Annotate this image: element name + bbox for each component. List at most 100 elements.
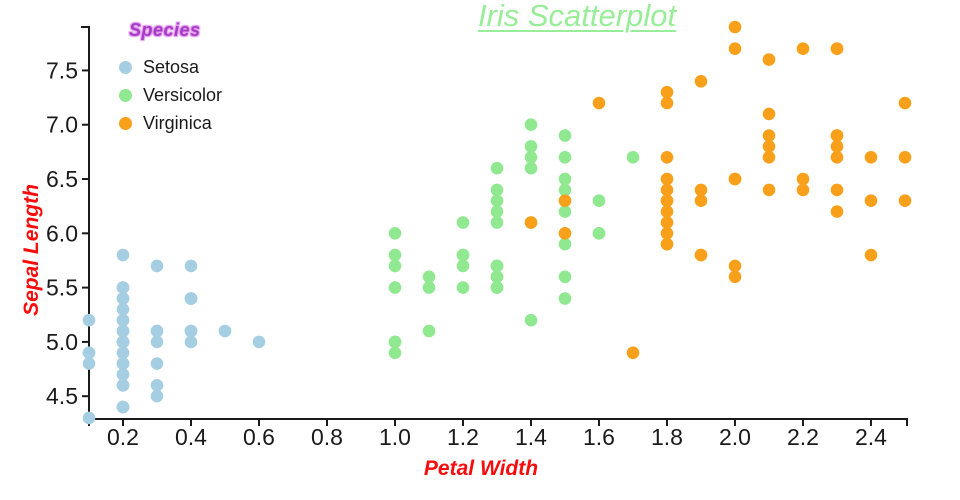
- data-point-versicolor: [592, 194, 606, 207]
- data-point-virginica: [830, 129, 844, 142]
- data-point-setosa: [116, 346, 130, 360]
- data-point-setosa: [116, 368, 130, 381]
- data-point-setosa: [116, 400, 130, 414]
- data-point-versicolor: [558, 183, 572, 197]
- data-point-virginica: [694, 183, 708, 197]
- data-point-setosa: [252, 335, 266, 349]
- y-tick-label: 7.0: [46, 112, 78, 138]
- data-point-versicolor: [524, 161, 538, 175]
- data-point-virginica: [830, 205, 844, 218]
- data-point-versicolor: [558, 292, 572, 305]
- data-point-virginica: [660, 216, 674, 229]
- legend: Species Setosa Versicolor Virginica: [119, 20, 222, 137]
- x-tick-label: 0.8: [311, 424, 343, 450]
- x-tick-label: 1.0: [379, 424, 411, 450]
- data-point-virginica: [524, 216, 538, 229]
- data-point-versicolor: [490, 259, 504, 273]
- y-tick-label: 4.5: [46, 383, 78, 409]
- data-point-virginica: [864, 248, 878, 262]
- x-tick-label: 2.0: [719, 424, 751, 450]
- data-point-versicolor: [388, 335, 402, 349]
- data-point-virginica: [728, 270, 742, 284]
- data-point-versicolor: [388, 346, 402, 360]
- data-point-virginica: [592, 96, 606, 110]
- data-point-setosa: [116, 303, 130, 316]
- data-point-setosa: [116, 335, 130, 349]
- y-tick-label: 6.0: [46, 220, 78, 246]
- data-point-setosa: [116, 379, 130, 392]
- data-point-versicolor: [456, 281, 470, 294]
- data-point-virginica: [694, 248, 708, 262]
- data-point-setosa: [150, 357, 164, 370]
- data-point-versicolor: [456, 259, 470, 273]
- data-point-versicolor: [422, 281, 436, 294]
- data-point-setosa: [116, 248, 130, 262]
- legend-item-versicolor: Versicolor: [119, 81, 222, 109]
- legend-item-virginica: Virginica: [119, 109, 222, 137]
- data-point-virginica: [864, 194, 878, 207]
- data-point-virginica: [898, 151, 912, 164]
- data-point-virginica: [762, 129, 776, 142]
- x-tick-label: 1.2: [447, 424, 479, 450]
- data-point-versicolor: [422, 324, 436, 338]
- data-point-setosa: [184, 324, 198, 338]
- data-point-virginica: [796, 42, 810, 55]
- data-point-versicolor: [490, 161, 504, 175]
- data-point-virginica: [728, 259, 742, 273]
- data-point-virginica: [796, 172, 810, 186]
- data-point-versicolor: [524, 151, 538, 164]
- x-tick-label: 1.6: [583, 424, 615, 450]
- data-point-virginica: [762, 151, 776, 164]
- axes: [81, 26, 908, 426]
- x-tick-label: 1.8: [651, 424, 683, 450]
- data-point-virginica: [694, 75, 708, 88]
- data-point-versicolor: [490, 281, 504, 294]
- data-point-virginica: [728, 42, 742, 55]
- data-point-virginica: [660, 85, 674, 99]
- data-point-virginica: [660, 151, 674, 164]
- legend-item-setosa: Setosa: [119, 53, 222, 81]
- data-point-setosa: [116, 357, 130, 370]
- data-point-virginica: [660, 205, 674, 218]
- data-point-versicolor: [490, 216, 504, 229]
- data-point-setosa: [150, 379, 164, 392]
- data-point-setosa: [150, 389, 164, 403]
- data-point-virginica: [898, 194, 912, 207]
- scatter-points: [82, 20, 912, 425]
- y-tick-label: 5.5: [46, 275, 78, 301]
- y-tick-label: 6.5: [46, 166, 78, 192]
- data-point-versicolor: [558, 172, 572, 186]
- data-point-virginica: [558, 227, 572, 240]
- data-point-versicolor: [456, 248, 470, 262]
- data-point-virginica: [660, 194, 674, 207]
- data-point-setosa: [150, 335, 164, 349]
- x-tick-label: 0.4: [175, 424, 207, 450]
- data-point-virginica: [762, 107, 776, 121]
- data-point-virginica: [830, 183, 844, 197]
- axis-tick-labels: 0.2 0.4 0.6 0.8 1.0 1.2 1.4 1.6 1.8 2.0 2.2 2.4 4.5 5…: [46, 57, 887, 450]
- data-point-virginica: [660, 183, 674, 197]
- data-point-setosa: [184, 335, 198, 349]
- data-point-versicolor: [558, 205, 572, 218]
- data-point-versicolor: [524, 140, 538, 153]
- virginica-swatch-icon: [119, 116, 132, 130]
- data-point-versicolor: [524, 118, 538, 131]
- data-point-versicolor: [558, 237, 572, 251]
- data-point-virginica: [626, 346, 640, 360]
- chart-title: Iris Scatterplot: [477, 0, 677, 33]
- data-point-versicolor: [592, 227, 606, 240]
- x-tick-label: 0.2: [107, 424, 139, 450]
- data-point-setosa: [218, 324, 232, 338]
- axis-ticks: [82, 69, 872, 426]
- data-point-virginica: [762, 140, 776, 153]
- data-point-versicolor: [388, 281, 402, 294]
- data-point-setosa: [82, 346, 96, 360]
- x-tick-label: 2.4: [855, 424, 887, 450]
- data-point-setosa: [82, 313, 96, 327]
- x-tick-label: 1.4: [515, 424, 547, 450]
- data-point-versicolor: [558, 270, 572, 284]
- data-point-virginica: [728, 20, 742, 34]
- data-point-versicolor: [422, 270, 436, 284]
- data-point-versicolor: [490, 270, 504, 284]
